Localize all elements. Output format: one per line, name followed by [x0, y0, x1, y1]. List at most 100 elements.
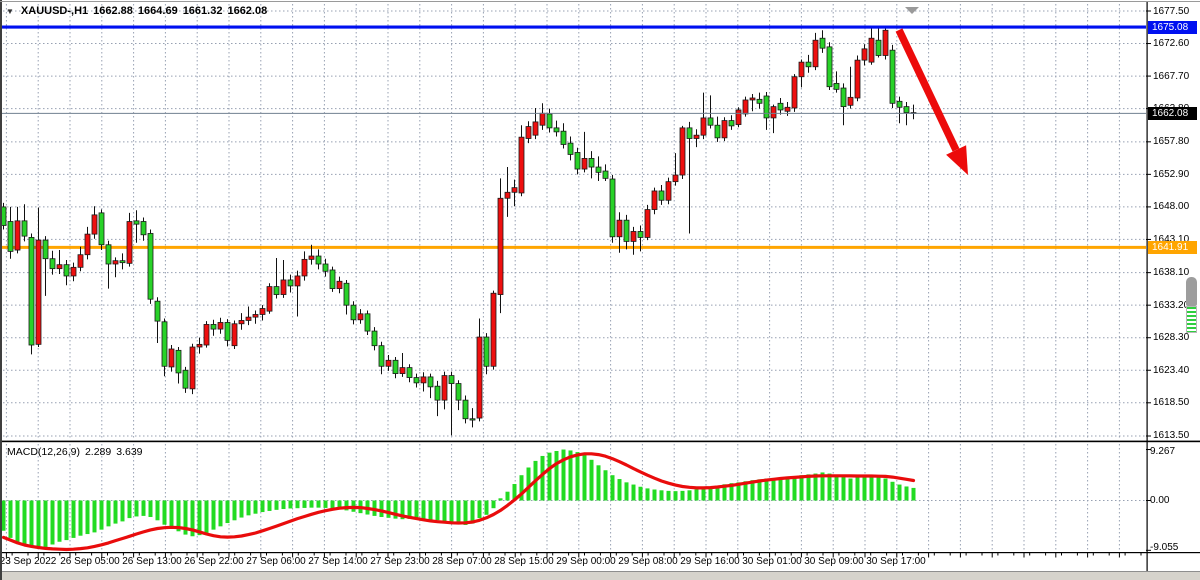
candle-bearish: [819, 37, 826, 49]
candle-bullish: [784, 106, 791, 112]
macd-histogram-bar: [806, 474, 811, 501]
orange-line-price-badge: 1641.91: [1148, 240, 1197, 254]
macd-histogram-bar: [687, 490, 692, 501]
macd-histogram-bar: [477, 500, 482, 519]
macd-histogram-bar: [568, 450, 573, 501]
symbol-dropdown-icon[interactable]: ▼: [6, 6, 14, 16]
candle-bullish: [238, 320, 245, 325]
candle-bearish: [273, 286, 280, 295]
candle-bullish: [294, 275, 301, 287]
chart-shift-marker-icon[interactable]: [905, 7, 919, 14]
macd-histogram-bar: [813, 473, 818, 501]
candle-bullish: [721, 120, 728, 139]
candle-bullish: [882, 29, 889, 56]
candle-bearish: [343, 282, 350, 306]
macd-histogram-bar: [316, 500, 321, 508]
macd-histogram-bar: [589, 459, 594, 501]
macd-histogram-bar: [757, 479, 762, 501]
macd-histogram-bar: [204, 500, 209, 533]
macd-histogram-bar: [547, 452, 552, 501]
price-axis-label: 1667.70: [1153, 70, 1190, 82]
macd-histogram-bar: [911, 487, 916, 501]
pane-separator[interactable]: [0, 440, 1200, 443]
macd-histogram-bar: [421, 500, 426, 520]
macd-histogram-bar: [134, 500, 139, 517]
macd-histogram-bar: [253, 500, 258, 514]
macd-histogram-bar: [407, 500, 412, 519]
candle-bullish: [770, 106, 777, 119]
candle-bullish: [441, 375, 448, 401]
macd-histogram-bar: [512, 484, 517, 501]
candle-bullish: [700, 117, 707, 136]
time-axis-label: 27 Sep 23:00: [370, 556, 430, 567]
macd-histogram-bar: [246, 500, 251, 516]
candle-bearish: [763, 95, 770, 119]
candle-bearish: [637, 231, 644, 238]
macd-histogram-bar: [8, 500, 13, 538]
candle-bullish: [357, 313, 364, 321]
candle-bullish: [847, 96, 854, 106]
macd-histogram-bar: [267, 500, 272, 511]
candle-bullish: [196, 343, 203, 348]
candle-bearish: [889, 49, 896, 104]
macd-histogram-bar: [694, 489, 699, 501]
candle-bearish: [462, 399, 469, 420]
symbol-timeframe-label: XAUUSD-,H1: [20, 5, 89, 17]
macd-histogram-bar: [162, 500, 167, 525]
price-axis-label: 1652.90: [1153, 168, 1190, 180]
macd-histogram-bar: [1, 500, 6, 531]
candle-bullish: [735, 109, 742, 125]
red-down-arrow-head[interactable]: [946, 145, 968, 175]
macd-histogram-bar: [638, 486, 643, 501]
macd-name: MACD(12,26,9): [7, 446, 80, 458]
candle-bullish: [693, 134, 700, 139]
candle-bullish: [245, 316, 252, 321]
macd-histogram-bar: [659, 490, 664, 501]
scrollbar-stripes[interactable]: [1186, 306, 1197, 333]
macd-histogram-bar: [22, 500, 27, 546]
candle-bearish: [7, 221, 14, 252]
ohlc-low: 1661.32: [182, 5, 223, 17]
candle-bullish: [742, 99, 749, 115]
macd-histogram-bar: [36, 500, 41, 547]
time-axis-label: 29 Sep 16:00: [680, 556, 740, 567]
candle-bullish: [644, 209, 651, 238]
macd-histogram-bar: [575, 452, 580, 501]
candle-bearish: [546, 113, 553, 129]
price-axis-label: 1613.50: [1153, 430, 1190, 442]
time-axis-label: 27 Sep 06:00: [246, 556, 306, 567]
candle-bullish: [301, 258, 308, 277]
candle-bearish: [756, 98, 763, 104]
candle-bullish: [861, 48, 868, 61]
candle-bullish: [476, 336, 483, 419]
ohlc-high: 1664.69: [137, 5, 178, 17]
macd-axis-label: 9.267: [1150, 445, 1176, 457]
macd-histogram-bar: [78, 500, 83, 536]
macd-histogram-bar: [743, 481, 748, 501]
macd-signal-value: 3.639: [116, 446, 143, 458]
macd-histogram-bar: [295, 500, 300, 509]
macd-histogram-bar: [197, 500, 202, 536]
macd-histogram-bar: [855, 477, 860, 501]
candle-bullish: [420, 376, 427, 384]
candle-bullish: [679, 127, 686, 176]
macd-histogram-bar: [526, 467, 531, 501]
candle-bullish: [84, 233, 91, 256]
red-down-arrow-shaft[interactable]: [895, 28, 960, 152]
macd-histogram-bar: [799, 475, 804, 501]
macd-histogram-bar: [666, 490, 671, 501]
macd-histogram-bar: [652, 489, 657, 501]
candle-bearish: [434, 385, 441, 401]
candle-bearish: [329, 269, 336, 289]
candle-bearish: [658, 190, 665, 201]
price-axis-label: 1618.50: [1153, 397, 1190, 409]
candle-bearish: [609, 178, 616, 238]
macd-histogram-bar: [337, 500, 342, 510]
candle-bullish: [189, 346, 196, 390]
macd-histogram-bar: [120, 500, 125, 522]
price-axis-label: 1623.40: [1153, 364, 1190, 376]
macd-histogram-bar: [897, 484, 902, 501]
candle-bearish: [49, 258, 56, 270]
scrollbar-thumb[interactable]: [1186, 277, 1197, 306]
